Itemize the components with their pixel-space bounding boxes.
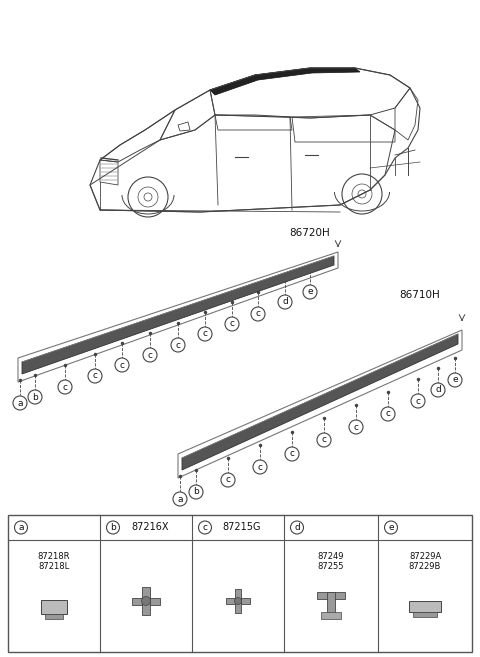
- Circle shape: [225, 317, 239, 331]
- Text: d: d: [282, 298, 288, 307]
- Text: 87249: 87249: [318, 552, 344, 561]
- Text: b: b: [32, 392, 38, 401]
- FancyBboxPatch shape: [413, 612, 437, 617]
- Text: c: c: [176, 340, 180, 350]
- Polygon shape: [22, 256, 334, 374]
- Text: 87218L: 87218L: [38, 562, 70, 571]
- Polygon shape: [210, 68, 360, 95]
- Text: c: c: [226, 476, 230, 484]
- Text: c: c: [353, 422, 359, 432]
- Text: c: c: [289, 449, 295, 459]
- Text: d: d: [435, 386, 441, 394]
- FancyBboxPatch shape: [142, 587, 150, 615]
- Text: c: c: [62, 382, 68, 392]
- Circle shape: [221, 473, 235, 487]
- Text: c: c: [120, 361, 124, 369]
- Circle shape: [431, 383, 445, 397]
- Circle shape: [278, 295, 292, 309]
- Text: 87215G: 87215G: [223, 522, 261, 533]
- Circle shape: [115, 358, 129, 372]
- Circle shape: [143, 348, 157, 362]
- Circle shape: [13, 396, 27, 410]
- FancyBboxPatch shape: [132, 598, 160, 605]
- Circle shape: [384, 521, 397, 534]
- Text: 87255: 87255: [318, 562, 344, 571]
- Text: c: c: [93, 371, 97, 380]
- Circle shape: [448, 373, 462, 387]
- Polygon shape: [182, 334, 458, 470]
- Text: e: e: [307, 288, 313, 296]
- Text: d: d: [294, 523, 300, 532]
- FancyBboxPatch shape: [327, 592, 335, 614]
- Text: a: a: [18, 523, 24, 532]
- Polygon shape: [178, 330, 462, 478]
- Text: c: c: [322, 436, 326, 445]
- FancyBboxPatch shape: [317, 592, 345, 599]
- Text: 87229A: 87229A: [409, 552, 441, 561]
- Circle shape: [189, 485, 203, 499]
- Circle shape: [14, 521, 27, 534]
- Circle shape: [107, 521, 120, 534]
- Text: b: b: [110, 523, 116, 532]
- Text: 87218R: 87218R: [38, 552, 70, 561]
- Circle shape: [58, 380, 72, 394]
- Text: 87229B: 87229B: [409, 562, 441, 571]
- Circle shape: [88, 369, 102, 383]
- FancyBboxPatch shape: [409, 601, 441, 612]
- Text: b: b: [193, 487, 199, 497]
- Circle shape: [381, 407, 395, 421]
- Text: e: e: [388, 523, 394, 532]
- FancyBboxPatch shape: [235, 589, 241, 613]
- FancyBboxPatch shape: [45, 614, 63, 619]
- Text: 86710H: 86710H: [400, 290, 440, 300]
- Circle shape: [198, 327, 212, 341]
- Circle shape: [317, 433, 331, 447]
- Text: 87216X: 87216X: [131, 522, 169, 533]
- Circle shape: [28, 390, 42, 404]
- Circle shape: [199, 521, 212, 534]
- Polygon shape: [18, 252, 338, 382]
- Circle shape: [253, 460, 267, 474]
- Circle shape: [142, 597, 151, 606]
- Circle shape: [411, 394, 425, 408]
- Circle shape: [173, 492, 187, 506]
- Circle shape: [290, 521, 303, 534]
- Circle shape: [171, 338, 185, 352]
- Circle shape: [303, 285, 317, 299]
- Text: c: c: [255, 309, 261, 319]
- Text: c: c: [203, 330, 207, 338]
- Text: c: c: [203, 523, 207, 532]
- FancyBboxPatch shape: [226, 598, 250, 604]
- Text: e: e: [452, 376, 458, 384]
- FancyBboxPatch shape: [41, 600, 67, 614]
- FancyBboxPatch shape: [321, 612, 341, 619]
- Text: a: a: [177, 495, 183, 503]
- Text: c: c: [257, 463, 263, 472]
- Circle shape: [251, 307, 265, 321]
- Text: 86720H: 86720H: [289, 228, 330, 238]
- Text: c: c: [147, 350, 153, 359]
- Circle shape: [285, 447, 299, 461]
- Circle shape: [349, 420, 363, 434]
- Text: c: c: [416, 397, 420, 405]
- Text: a: a: [17, 399, 23, 407]
- Circle shape: [235, 597, 241, 604]
- Text: c: c: [385, 409, 391, 419]
- Text: c: c: [229, 319, 235, 328]
